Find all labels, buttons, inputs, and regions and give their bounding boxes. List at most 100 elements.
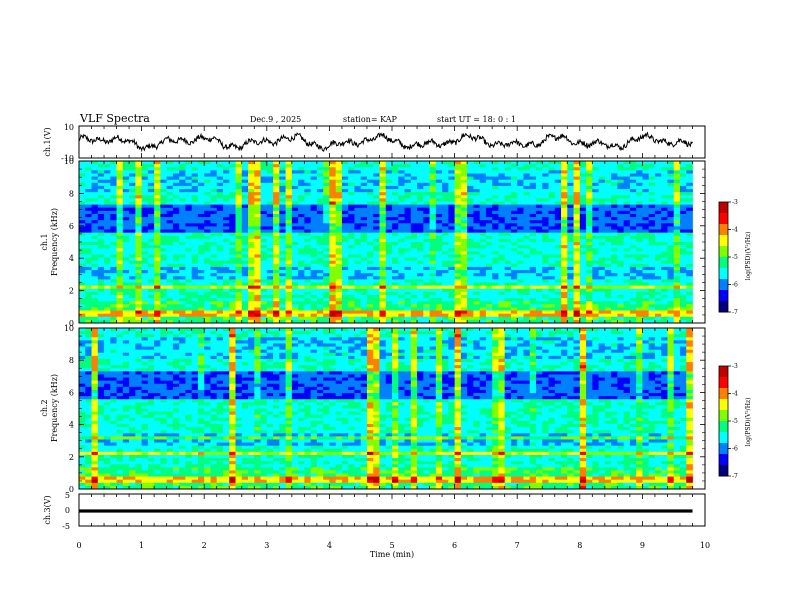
spectrogram-cell <box>473 310 481 315</box>
spectrogram-cell <box>298 223 305 227</box>
spectrogram-cell <box>179 210 186 215</box>
spectrogram-cell <box>504 173 512 177</box>
spectrogram-cell <box>172 182 180 187</box>
spectrogram-cell <box>535 248 543 252</box>
spectrogram-cell <box>141 210 149 215</box>
spectrogram-cell <box>410 173 418 177</box>
spectrogram-cell <box>504 207 512 212</box>
spectrogram-cell <box>611 185 618 190</box>
spectrogram-cell <box>129 220 136 224</box>
spectrogram-cell <box>623 248 631 252</box>
spectrogram-cell <box>204 279 211 283</box>
spectrogram-cell <box>91 276 99 280</box>
spectrogram-cell <box>548 276 556 280</box>
spectrogram-cell <box>423 242 430 246</box>
spectrogram-cell <box>479 220 487 224</box>
spectrogram-cell <box>79 229 86 234</box>
spectrogram-cell <box>523 182 531 187</box>
spectrogram-cell <box>542 176 549 181</box>
spectrogram-cell <box>517 192 524 196</box>
spectrogram-cell <box>341 223 349 227</box>
spectrogram-cell <box>554 179 562 184</box>
spectrogram-cell <box>179 195 186 199</box>
spectrogram-cell <box>410 260 418 265</box>
spectrogram-cell <box>160 304 168 308</box>
spectrogram-cell <box>104 164 111 168</box>
spectrogram-cell <box>197 276 205 280</box>
spectrogram-cell <box>191 164 199 168</box>
spectrogram-cell <box>423 248 430 252</box>
spectrogram-cell <box>266 232 274 237</box>
spectrogram-cell <box>473 164 481 168</box>
spectrogram-cell <box>467 164 474 168</box>
spectrogram-cell <box>448 279 455 283</box>
spectrogram-cell <box>310 223 318 227</box>
spectrogram-cell <box>266 229 274 234</box>
spectrogram-cell <box>642 245 650 249</box>
spectrogram-cell <box>654 189 662 193</box>
spectrogram-cell <box>429 185 437 190</box>
spectrogram-cell <box>122 282 130 287</box>
spectrogram-cell <box>104 176 111 181</box>
spectrogram-cell <box>197 235 205 240</box>
spectrogram-cell <box>254 167 261 171</box>
spectrogram-cell <box>85 301 92 305</box>
spectrogram-cell <box>310 279 318 283</box>
spectrogram-cell <box>122 161 130 165</box>
spectrogram-cell <box>222 301 230 305</box>
spectrogram-cell <box>417 195 424 199</box>
spectrogram-cell <box>147 245 155 249</box>
spectrogram-cell <box>304 260 312 265</box>
spectrogram-cell <box>598 213 606 218</box>
spectrogram-cell <box>611 263 618 268</box>
spectrogram-cell <box>385 260 393 265</box>
spectrogram-cell <box>504 291 512 296</box>
spectrogram-cell <box>392 226 399 230</box>
spectrogram-cell <box>316 288 324 293</box>
spectrogram-cell <box>535 213 543 218</box>
spectrogram-cell <box>586 285 593 290</box>
spectrogram-cell <box>667 223 675 227</box>
spectrogram-cell <box>417 207 424 212</box>
spectrogram-cell <box>373 279 380 283</box>
spectrogram-cell <box>104 201 111 206</box>
spectrogram-cell <box>373 288 380 293</box>
spectrogram-cell <box>298 291 305 296</box>
spectrogram-cell <box>598 263 606 268</box>
spectrogram-cell <box>673 266 681 271</box>
spectrogram-cell <box>654 266 662 271</box>
spectrogram-cell <box>573 251 581 255</box>
spectrogram-cell <box>398 291 405 296</box>
spectrogram-cell <box>679 276 687 280</box>
spectrogram-cell <box>529 276 537 280</box>
spectrogram-cell <box>442 235 449 240</box>
spectrogram-cell <box>492 198 499 202</box>
spectrogram-cell <box>241 173 249 177</box>
spectrogram-cell <box>636 301 643 305</box>
spectrogram-cell <box>460 301 468 305</box>
spectrogram-cell <box>241 201 249 206</box>
spectrogram-cell <box>529 161 537 165</box>
spectrogram-cell <box>498 270 506 274</box>
spectrogram-cell <box>479 198 487 202</box>
spectrogram-cell <box>667 270 675 274</box>
spectrogram-cell <box>429 270 437 274</box>
spectrogram-cell <box>579 201 587 206</box>
spectrogram-cell <box>567 201 574 206</box>
spectrogram-cell <box>110 170 117 174</box>
spectrogram-cell <box>504 251 512 255</box>
spectrogram-cell <box>479 263 487 268</box>
spectrogram-cell <box>222 192 230 196</box>
spectrogram-cell <box>435 263 443 268</box>
spectrogram-cell <box>492 279 499 283</box>
spectrogram-cell <box>229 217 236 221</box>
spectrogram-cell <box>554 304 562 308</box>
spectrogram-cell <box>279 273 286 277</box>
spectrogram-cell <box>316 217 324 221</box>
spectrogram-cell <box>248 282 255 287</box>
spectrogram-cell <box>216 294 224 299</box>
spectrogram-cell <box>260 201 268 206</box>
spectrogram-cell <box>291 310 299 315</box>
spectrogram-cell <box>348 182 355 187</box>
spectrogram-cell <box>147 167 155 171</box>
